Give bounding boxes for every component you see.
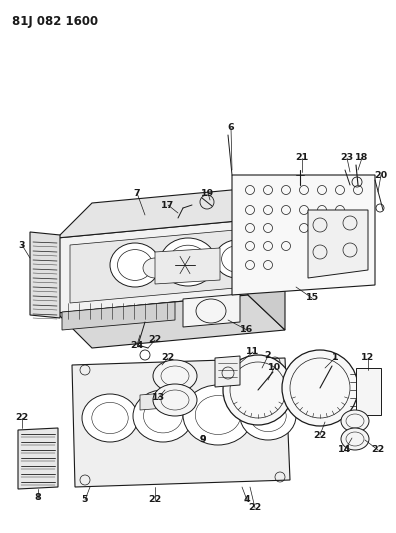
Polygon shape	[57, 220, 248, 313]
Text: 9: 9	[200, 435, 206, 445]
Polygon shape	[155, 248, 220, 284]
Text: 18: 18	[355, 154, 369, 163]
Polygon shape	[215, 356, 240, 387]
Text: 22: 22	[148, 496, 162, 505]
Ellipse shape	[153, 384, 197, 416]
Text: 22: 22	[162, 353, 175, 362]
Text: 6: 6	[228, 124, 234, 133]
Text: 10: 10	[267, 364, 280, 373]
Polygon shape	[57, 295, 285, 348]
Ellipse shape	[193, 255, 217, 275]
Polygon shape	[70, 230, 235, 303]
Text: 3: 3	[19, 240, 25, 249]
Ellipse shape	[240, 392, 296, 440]
Polygon shape	[62, 302, 175, 330]
Text: 1: 1	[332, 353, 338, 362]
Ellipse shape	[110, 243, 160, 287]
Polygon shape	[140, 393, 165, 410]
Ellipse shape	[153, 360, 197, 392]
Text: 15: 15	[305, 294, 318, 303]
Text: 22: 22	[313, 431, 327, 440]
Polygon shape	[72, 358, 290, 487]
Polygon shape	[30, 232, 60, 318]
Text: 17: 17	[162, 200, 175, 209]
Ellipse shape	[133, 390, 193, 442]
Circle shape	[223, 355, 293, 425]
Text: 21: 21	[295, 154, 308, 163]
Text: 7: 7	[134, 189, 140, 198]
Ellipse shape	[143, 258, 167, 278]
Polygon shape	[308, 210, 368, 278]
Ellipse shape	[160, 238, 216, 286]
Text: 14: 14	[338, 446, 352, 455]
Text: 5: 5	[82, 496, 88, 505]
Text: 11: 11	[246, 348, 260, 357]
Text: 24: 24	[130, 341, 144, 350]
Text: 9: 9	[200, 435, 206, 445]
Text: 13: 13	[151, 393, 165, 402]
Ellipse shape	[215, 240, 259, 278]
Polygon shape	[18, 428, 58, 489]
Text: 19: 19	[202, 189, 215, 198]
Ellipse shape	[82, 394, 138, 442]
Text: 20: 20	[375, 171, 388, 180]
Circle shape	[282, 350, 358, 426]
Text: 12: 12	[362, 353, 375, 362]
Ellipse shape	[183, 385, 253, 445]
Ellipse shape	[341, 410, 369, 432]
Text: 23: 23	[341, 154, 354, 163]
Text: 4: 4	[244, 496, 250, 505]
Polygon shape	[57, 185, 285, 238]
Ellipse shape	[341, 428, 369, 450]
Polygon shape	[248, 185, 285, 330]
Text: 22: 22	[248, 504, 262, 513]
Text: 22: 22	[148, 335, 162, 344]
Polygon shape	[232, 175, 375, 295]
Polygon shape	[356, 368, 381, 415]
Text: 81J 082 1600: 81J 082 1600	[12, 15, 98, 28]
Text: 2: 2	[265, 351, 271, 360]
Text: 16: 16	[240, 326, 253, 335]
Polygon shape	[183, 294, 240, 327]
Text: 8: 8	[34, 494, 41, 503]
Text: 22: 22	[15, 414, 29, 423]
Text: 22: 22	[371, 446, 385, 455]
